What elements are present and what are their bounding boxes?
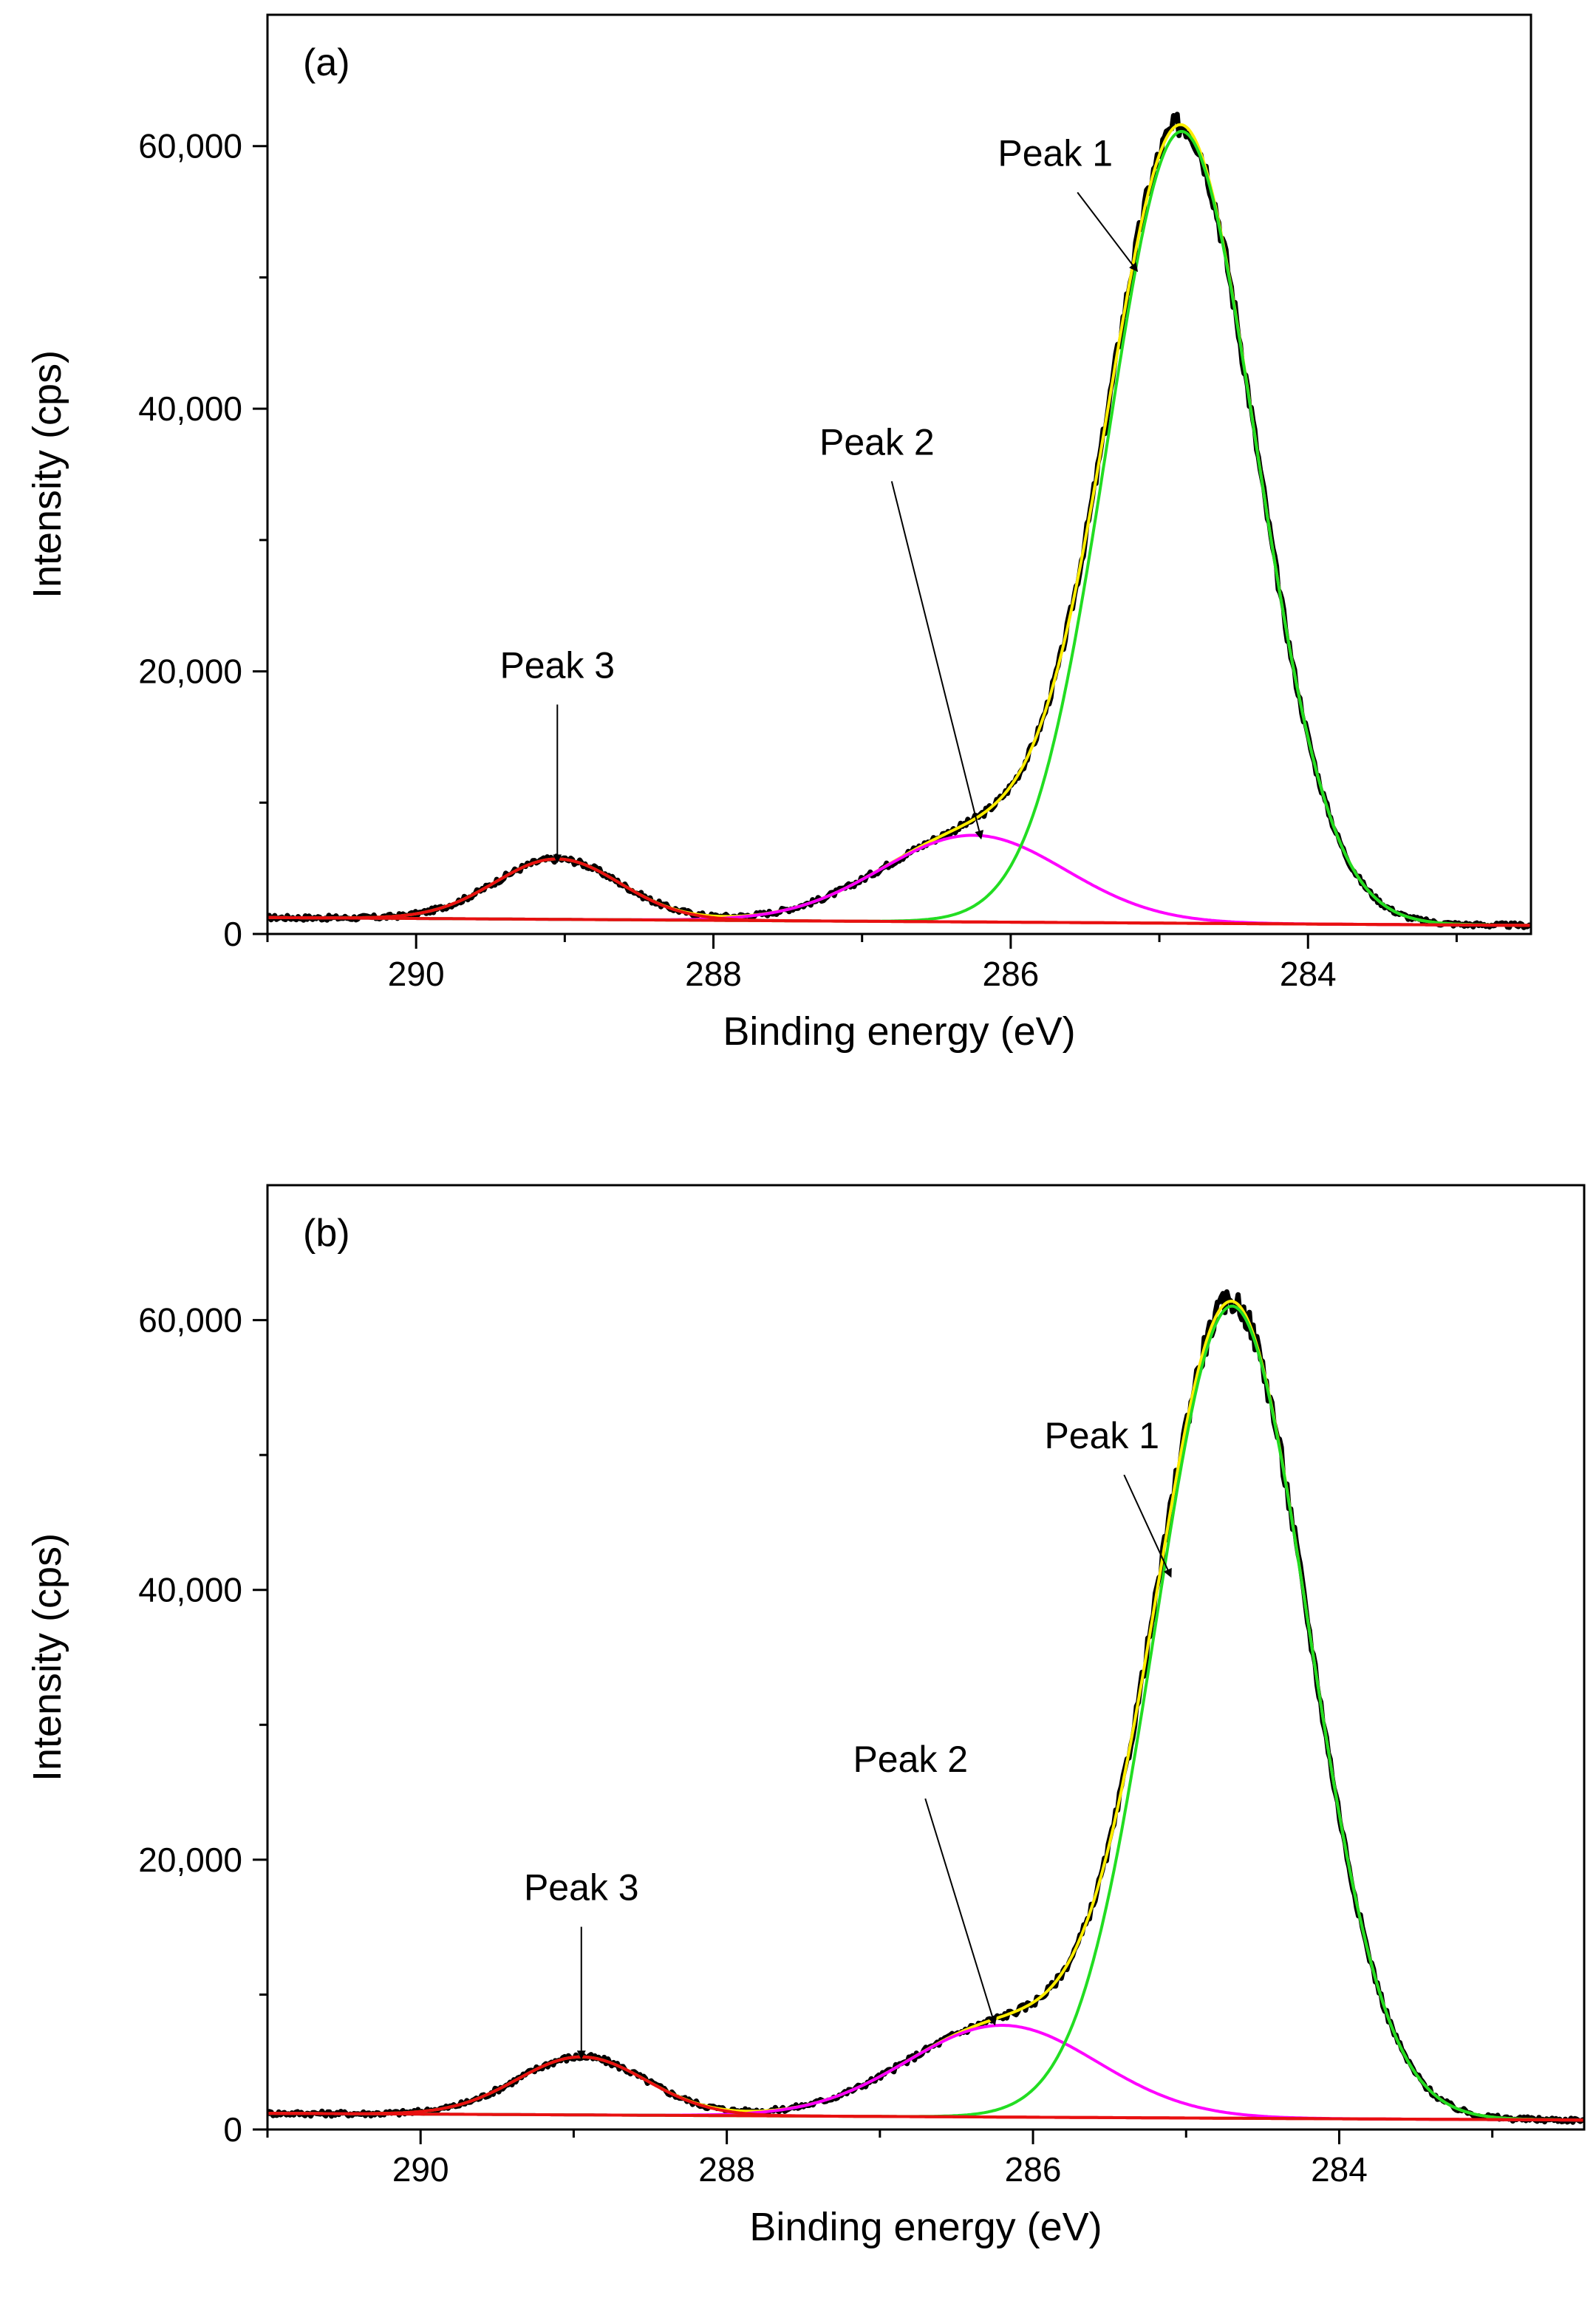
plot-frame	[266, 13, 1532, 935]
annotation-arrow	[924, 1798, 998, 2026]
x-tick-label: 284	[1280, 955, 1337, 993]
panel-label: (b)	[303, 1212, 350, 1255]
annotation-label: Peak 1	[1044, 1415, 1159, 1456]
y-tick-label: 40,000	[138, 389, 242, 428]
x-tick-label: 286	[983, 955, 1040, 993]
y-tick-label: 40,000	[138, 1571, 242, 1609]
x-tick-label: 288	[685, 955, 742, 993]
annotation-label: Peak 2	[853, 1739, 968, 1780]
x-tick-label: 284	[1311, 2150, 1368, 2189]
plot-area	[267, 1289, 1584, 2125]
background-line	[267, 2112, 1584, 2122]
y-axis-title: Intensity (cps)	[25, 350, 69, 599]
x-tick-label: 290	[388, 955, 445, 993]
background-line	[267, 915, 1531, 927]
plot-area	[267, 112, 1531, 930]
y-tick-label: 20,000	[138, 652, 242, 691]
component-peak-3-line	[267, 2055, 1584, 2122]
raw-data-line	[267, 1289, 1584, 2125]
plot-frame	[266, 1184, 1586, 2131]
annotation-arrow	[1123, 1474, 1172, 1578]
annotation-label: Peak 3	[499, 644, 615, 686]
y-tick-label: 20,000	[138, 1841, 242, 1879]
panel-label: (a)	[303, 41, 350, 84]
raw-data-line	[267, 112, 1531, 930]
y-tick-label: 0	[223, 915, 242, 953]
component-peak-1-line	[267, 129, 1531, 927]
annotation-arrow	[1077, 191, 1139, 273]
chart-panel-b: 290 288 286 284 0 20,000 40,000 60,000 Binding e…	[25, 1184, 1586, 2249]
annotation-label: Peak 2	[819, 421, 935, 463]
x-axis-title: Binding energy (eV)	[723, 1009, 1075, 1054]
annotation-label: Peak 1	[998, 132, 1113, 174]
envelope-fit-line	[267, 123, 1531, 927]
annotation-arrow	[890, 481, 984, 840]
x-tick-label: 286	[1005, 2150, 1062, 2189]
y-axis-title: Intensity (cps)	[25, 1533, 69, 1781]
y-tick-label: 0	[223, 2110, 242, 2149]
chart-panel-a: 290 288 286 284 0 20,000 40,000 60,000 Binding e…	[25, 13, 1532, 1054]
x-axis-title: Binding energy (eV)	[749, 2205, 1102, 2249]
y-tick-label: 60,000	[138, 127, 242, 166]
x-tick-label: 288	[698, 2150, 755, 2189]
envelope-fit-line	[267, 1299, 1584, 2122]
component-peak-3-line	[267, 857, 1531, 927]
annotation-label: Peak 3	[524, 1867, 639, 1909]
y-tick-label: 60,000	[138, 1301, 242, 1340]
x-tick-label: 290	[392, 2150, 449, 2189]
component-peak-1-line	[267, 1304, 1584, 2122]
